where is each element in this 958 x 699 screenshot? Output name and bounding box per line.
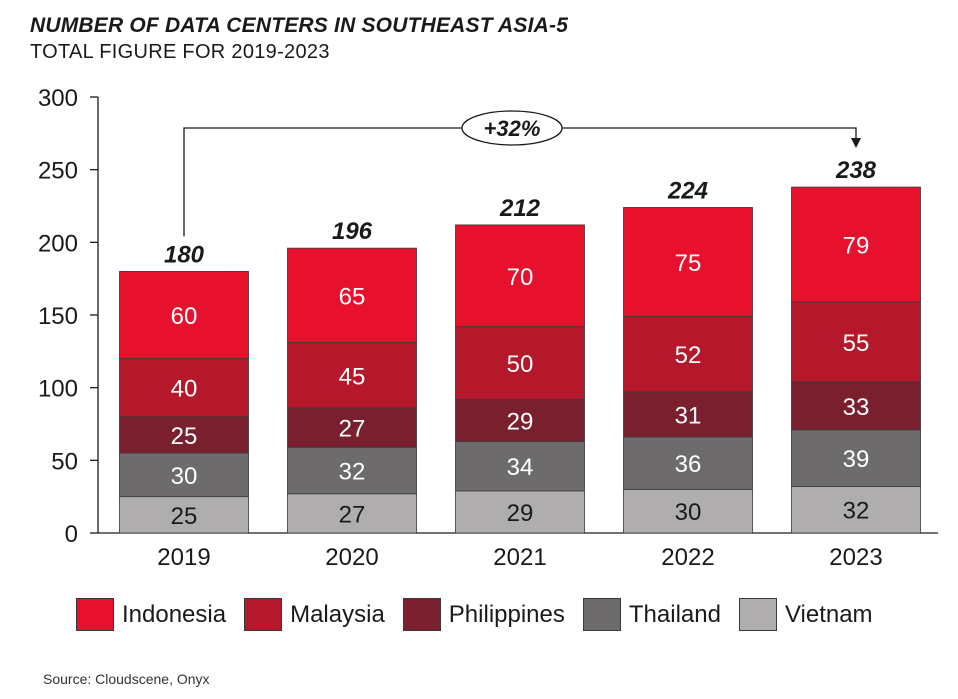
- bar-segment-indonesia-2020: [287, 247, 417, 344]
- y-tick-label: 100: [38, 376, 78, 403]
- bar-value-label: 27: [339, 416, 366, 443]
- legend-label: Indonesia: [122, 600, 227, 628]
- x-tick-label: 2022: [661, 544, 714, 571]
- growth-annotation-label: +32%: [484, 116, 541, 141]
- x-tick-label: 2019: [157, 544, 210, 571]
- bar-value-label: 70: [507, 264, 534, 291]
- bar-value-label: 60: [171, 303, 198, 330]
- bar-value-label: 32: [339, 459, 366, 486]
- bar-value-label: 27: [339, 501, 366, 528]
- bar-value-label: 50: [507, 351, 534, 378]
- x-tick-label: 2020: [325, 544, 378, 571]
- bar-value-label: 31: [675, 403, 702, 430]
- bar-segment-thailand-2023: [791, 429, 921, 487]
- bar-total-label: 224: [667, 177, 708, 204]
- bar-total-label: 180: [164, 241, 205, 268]
- growth-annotation-oval: [461, 110, 563, 146]
- bar-segment-vietnam-2019: [119, 496, 249, 534]
- bar-segment-indonesia-2021: [455, 224, 585, 328]
- y-tick-label: 50: [51, 448, 78, 475]
- legend-item-indonesia: Indonesia: [76, 598, 226, 631]
- bar-segment-thailand-2019: [119, 452, 249, 498]
- legend-swatch: [244, 598, 283, 631]
- bar-value-label: 40: [171, 376, 198, 403]
- bar-value-label: 52: [675, 342, 702, 369]
- growth-arrow-head: [851, 138, 861, 148]
- y-tick-label: 150: [38, 303, 78, 330]
- bar-value-label: 25: [171, 423, 198, 450]
- legend-label: Thailand: [628, 600, 721, 628]
- chart-legend: Indonesia Malaysia Philippines Thailand Viet…: [76, 598, 891, 631]
- y-tick-label: 0: [65, 521, 78, 548]
- legend-swatch: [582, 598, 621, 631]
- legend-label: Vietnam: [784, 600, 873, 628]
- bar-segment-malaysia-2023: [791, 301, 921, 383]
- bar-segment-malaysia-2021: [455, 326, 585, 400]
- bar-segment-philippines-2020: [287, 407, 417, 448]
- bar-segment-philippines-2023: [791, 381, 921, 431]
- legend-swatch: [76, 598, 114, 631]
- bar-segment-thailand-2021: [455, 441, 585, 492]
- bar-value-label: 36: [675, 451, 702, 478]
- bar-value-label: 33: [843, 394, 870, 421]
- bar-value-label: 30: [171, 463, 198, 490]
- bar-value-label: 29: [507, 408, 534, 435]
- x-tick-label: 2021: [493, 544, 546, 571]
- bar-segment-malaysia-2020: [287, 342, 417, 409]
- bar-value-label: 30: [675, 499, 702, 526]
- legend-item-malaysia: Malaysia: [244, 598, 385, 631]
- y-tick-label: 250: [38, 158, 78, 185]
- bar-value-label: 75: [675, 250, 702, 277]
- bar-segment-vietnam-2022: [623, 488, 753, 534]
- bar-value-label: 25: [171, 503, 198, 530]
- bar-value-label: 79: [843, 233, 870, 260]
- bar-segment-vietnam-2023: [791, 486, 921, 534]
- bar-segment-vietnam-2021: [455, 490, 585, 534]
- bar-segment-indonesia-2023: [791, 186, 921, 303]
- bar-total-label: 238: [835, 157, 877, 184]
- bar-segment-thailand-2022: [623, 436, 753, 490]
- bar-value-label: 32: [843, 498, 870, 525]
- bar-value-label: 45: [339, 363, 366, 390]
- chart-subtitle: TOTAL FIGURE FOR 2019-2023: [30, 41, 330, 63]
- x-tick-label: 2023: [829, 544, 882, 571]
- legend-label: Philippines: [448, 600, 565, 628]
- legend-label: Malaysia: [290, 600, 385, 628]
- bar-value-label: 65: [339, 283, 366, 310]
- bar-value-label: 34: [507, 454, 534, 481]
- bar-value-label: 39: [843, 446, 870, 473]
- legend-item-vietnam: Vietnam: [738, 598, 873, 631]
- bar-segment-thailand-2020: [287, 446, 417, 495]
- bar-value-label: 29: [507, 500, 534, 527]
- bar-segment-malaysia-2022: [623, 316, 753, 393]
- bar-segment-indonesia-2019: [119, 270, 249, 359]
- bar-segment-philippines-2022: [623, 391, 753, 438]
- stacked-bar-chart: 0 50 100 150 200 250 300 25 30 25 40 60 180 2019 27 32 2…: [38, 85, 938, 571]
- source-note: Source: Cloudscene, Onyx: [43, 671, 210, 687]
- bar-segment-indonesia-2022: [623, 207, 753, 317]
- bar-segment-philippines-2019: [119, 416, 249, 454]
- y-tick-label: 200: [38, 230, 78, 257]
- legend-item-thailand: Thailand: [582, 598, 721, 631]
- bar-value-label: 55: [843, 330, 870, 357]
- bar-total-label: 196: [332, 218, 373, 245]
- legend-swatch: [738, 598, 777, 631]
- bar-total-label: 212: [499, 195, 541, 222]
- bar-segment-malaysia-2019: [119, 358, 249, 418]
- chart-title: NUMBER OF DATA CENTERS IN SOUTHEAST ASIA…: [30, 14, 569, 37]
- legend-item-philippines: Philippines: [402, 598, 565, 631]
- y-tick-label: 300: [38, 85, 78, 112]
- legend-swatch: [402, 598, 441, 631]
